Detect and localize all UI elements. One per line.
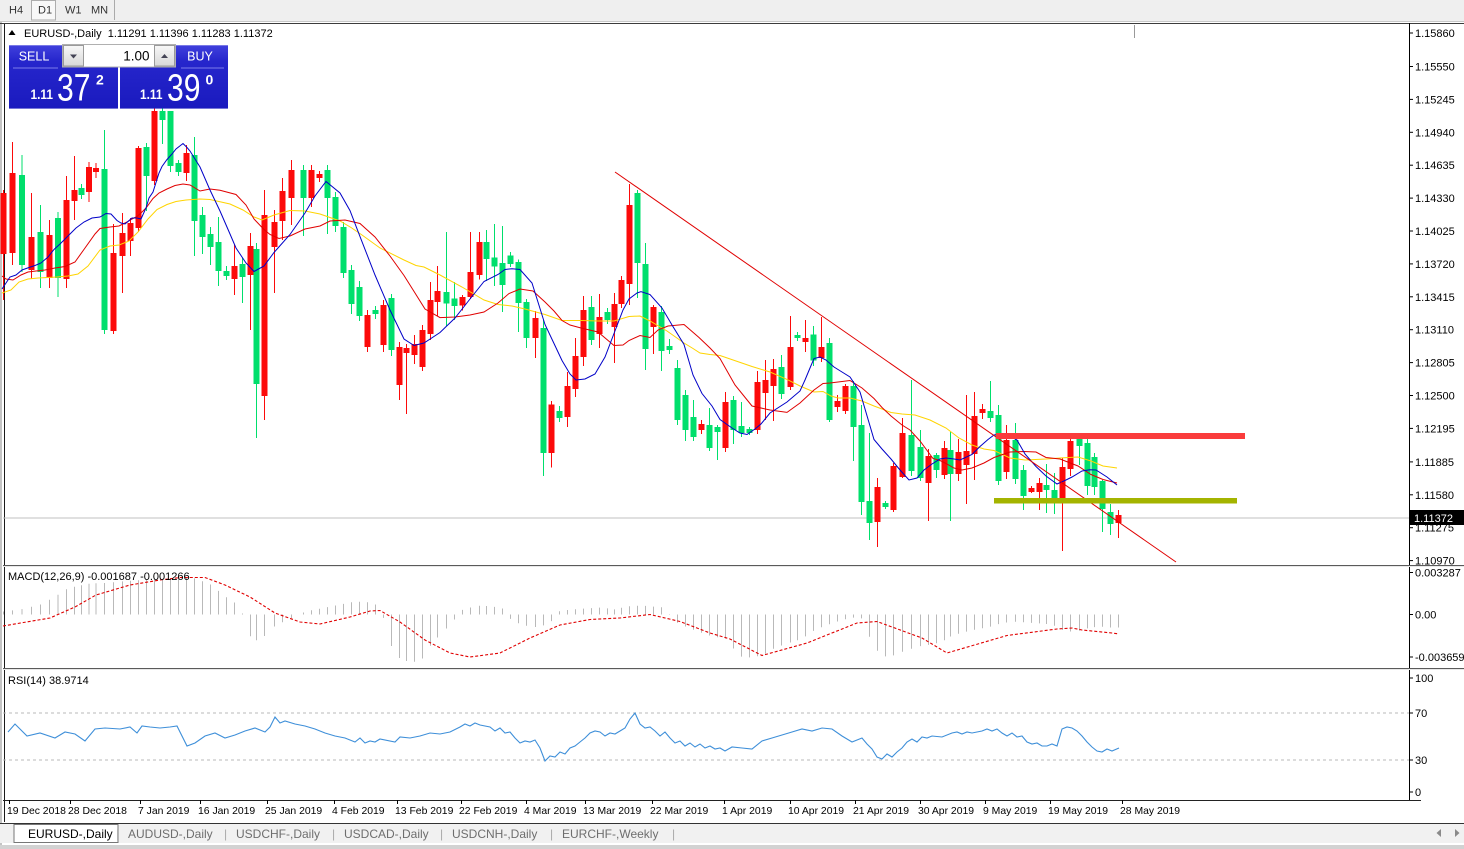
svg-text:0.00: 0.00 — [1415, 610, 1436, 622]
svg-text:1.15245: 1.15245 — [1415, 94, 1455, 106]
svg-text:1.13415: 1.13415 — [1415, 292, 1455, 304]
svg-text:EURCHF-,Weekly: EURCHF-,Weekly — [562, 827, 658, 841]
svg-text:10 Apr 2019: 10 Apr 2019 — [788, 806, 844, 817]
svg-text:7 Jan 2019: 7 Jan 2019 — [138, 806, 190, 817]
svg-text:|: | — [550, 827, 553, 841]
svg-text:0: 0 — [206, 72, 214, 88]
svg-text:W1: W1 — [65, 5, 82, 17]
svg-text:1.11: 1.11 — [31, 87, 54, 102]
svg-text:RSI(14) 38.9714: RSI(14) 38.9714 — [8, 675, 89, 687]
svg-text:2: 2 — [96, 72, 104, 88]
svg-text:1.14330: 1.14330 — [1415, 193, 1455, 205]
svg-text:|: | — [440, 827, 443, 841]
svg-text:1.12500: 1.12500 — [1415, 391, 1455, 403]
svg-text:100: 100 — [1415, 673, 1433, 685]
svg-text:21 Apr 2019: 21 Apr 2019 — [853, 806, 909, 817]
svg-text:BUY: BUY — [187, 50, 213, 64]
svg-text:|: | — [332, 827, 335, 841]
svg-text:4 Mar 2019: 4 Mar 2019 — [524, 806, 577, 817]
svg-text:25 Jan 2019: 25 Jan 2019 — [265, 806, 322, 817]
svg-text:1.11580: 1.11580 — [1415, 490, 1454, 502]
svg-text:1.13110: 1.13110 — [1415, 325, 1454, 337]
svg-text:-0.003659: -0.003659 — [1415, 652, 1464, 664]
svg-text:19 May 2019: 19 May 2019 — [1048, 806, 1108, 817]
svg-text:AUDUSD-,Daily: AUDUSD-,Daily — [128, 827, 213, 841]
svg-text:USDCNH-,Daily: USDCNH-,Daily — [452, 827, 537, 841]
svg-text:USDCHF-,Daily: USDCHF-,Daily — [236, 827, 320, 841]
svg-text:|: | — [224, 827, 227, 841]
svg-text:|: | — [672, 827, 675, 841]
svg-text:28 May 2019: 28 May 2019 — [1120, 806, 1180, 817]
svg-text:1.14940: 1.14940 — [1415, 127, 1455, 139]
svg-text:1.15550: 1.15550 — [1415, 62, 1455, 74]
svg-text:1.14025: 1.14025 — [1415, 226, 1455, 238]
svg-text:H4: H4 — [9, 5, 23, 17]
svg-text:70: 70 — [1415, 708, 1427, 720]
svg-text:1.00: 1.00 — [123, 49, 149, 64]
svg-text:MACD(12,26,9) -0.001687 -0.001: MACD(12,26,9) -0.001687 -0.001266 — [8, 571, 190, 583]
svg-text:1.15860: 1.15860 — [1415, 28, 1455, 40]
svg-text:1 Apr 2019: 1 Apr 2019 — [722, 806, 772, 817]
svg-text:22 Mar 2019: 22 Mar 2019 — [650, 806, 709, 817]
svg-text:4 Feb 2019: 4 Feb 2019 — [332, 806, 385, 817]
svg-text:1.12195: 1.12195 — [1415, 423, 1455, 435]
svg-text:28 Dec 2018: 28 Dec 2018 — [68, 806, 127, 817]
svg-text:EURUSD-,Daily: EURUSD-,Daily — [28, 827, 113, 841]
svg-text:SELL: SELL — [19, 50, 50, 64]
svg-text:1.13720: 1.13720 — [1415, 259, 1455, 271]
svg-text:D1: D1 — [38, 5, 52, 17]
svg-text:|: | — [116, 827, 119, 841]
svg-text:0.003287: 0.003287 — [1415, 568, 1461, 580]
svg-text:16 Jan 2019: 16 Jan 2019 — [198, 806, 255, 817]
svg-text:1.11885: 1.11885 — [1415, 457, 1454, 469]
svg-text:30: 30 — [1415, 755, 1427, 767]
svg-text:22 Feb 2019: 22 Feb 2019 — [459, 806, 518, 817]
svg-text:EURUSD-,Daily 1.11291 1.11396: EURUSD-,Daily 1.11291 1.11396 1.11283 1.… — [24, 28, 273, 40]
svg-text:19 Dec 2018: 19 Dec 2018 — [7, 806, 66, 817]
svg-text:30 Apr 2019: 30 Apr 2019 — [918, 806, 974, 817]
svg-text:13 Feb 2019: 13 Feb 2019 — [395, 806, 454, 817]
svg-text:37: 37 — [57, 68, 91, 110]
svg-text:0: 0 — [1415, 787, 1421, 799]
svg-text:1.11372: 1.11372 — [1414, 513, 1453, 525]
svg-text:1.11275: 1.11275 — [1415, 523, 1454, 535]
svg-text:1.12805: 1.12805 — [1415, 358, 1455, 370]
svg-text:1.10970: 1.10970 — [1415, 556, 1455, 568]
svg-text:1.11: 1.11 — [140, 87, 163, 102]
svg-text:MN: MN — [91, 5, 108, 17]
svg-text:1.14635: 1.14635 — [1415, 160, 1455, 172]
svg-text:39: 39 — [167, 68, 201, 110]
svg-text:13 Mar 2019: 13 Mar 2019 — [583, 806, 642, 817]
svg-text:USDCAD-,Daily: USDCAD-,Daily — [344, 827, 429, 841]
svg-text:9 May 2019: 9 May 2019 — [983, 806, 1038, 817]
